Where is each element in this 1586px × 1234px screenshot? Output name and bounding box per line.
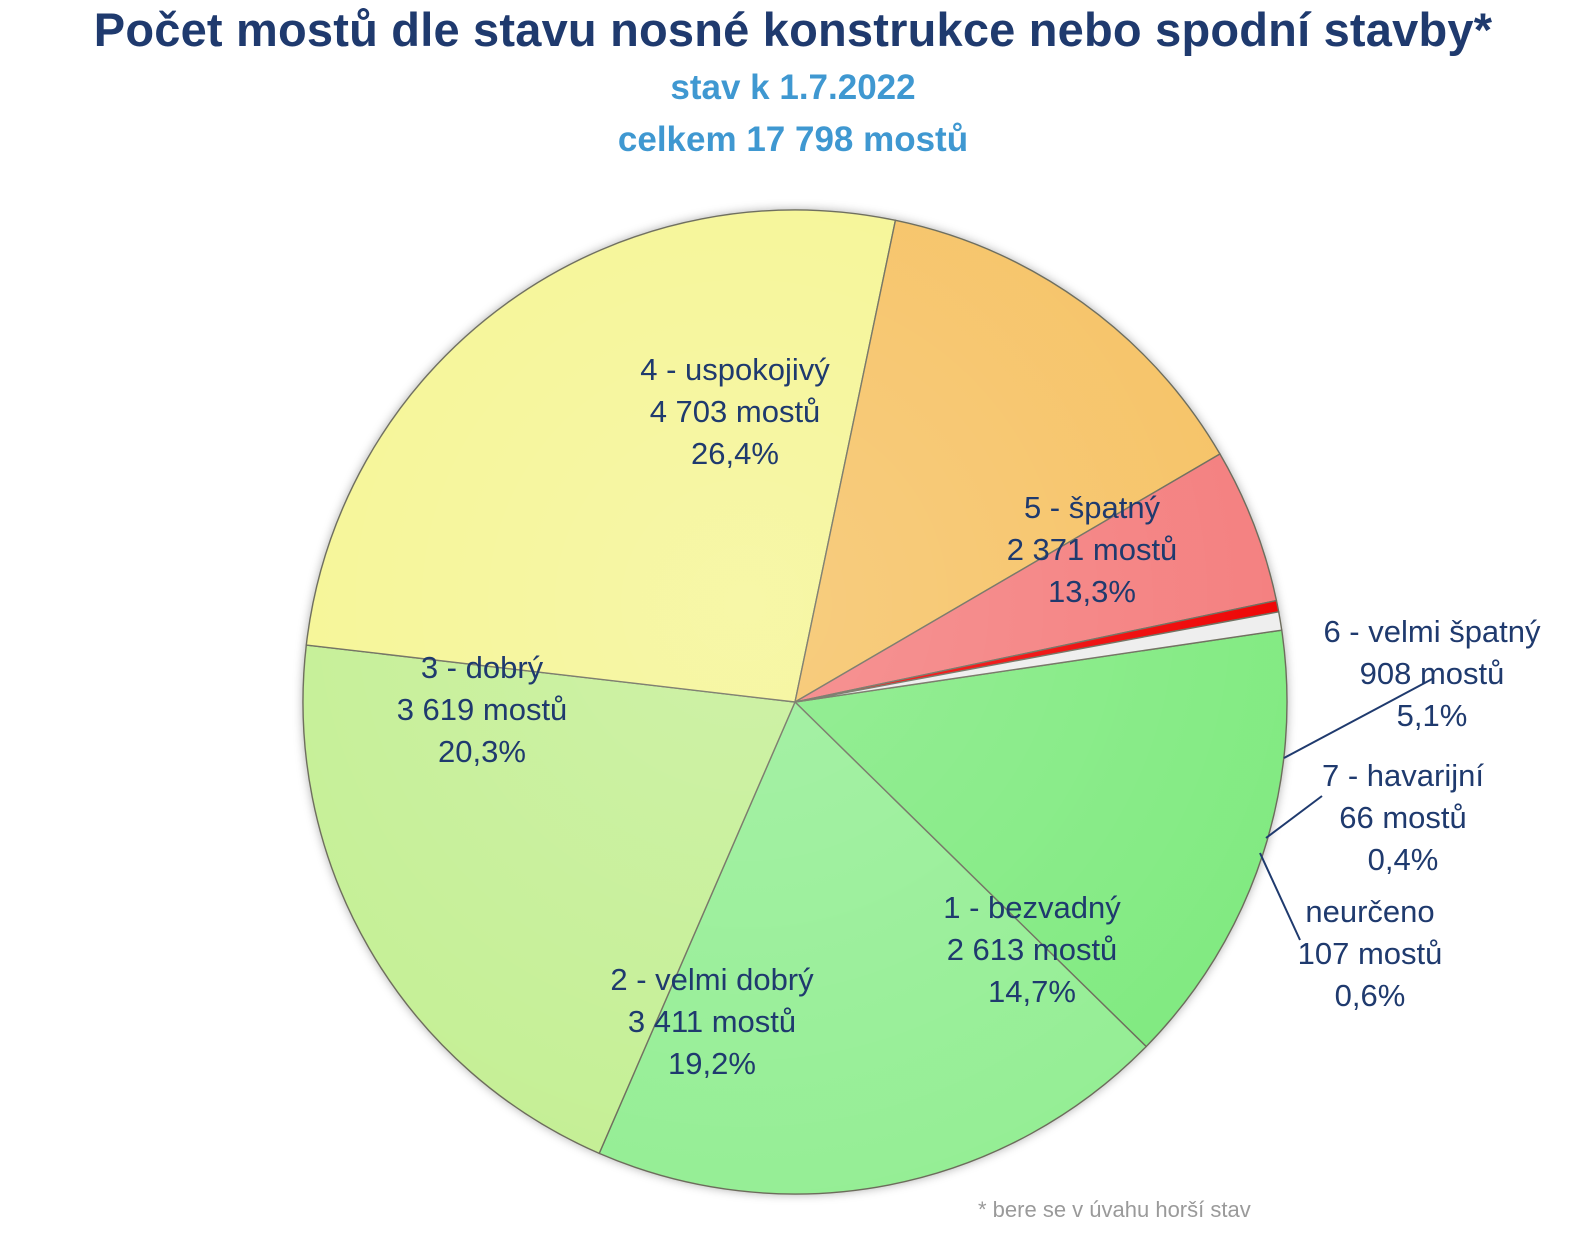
leader-lines [1259,677,1435,941]
label-percent: 0,4% [1368,842,1439,877]
label-name: 1 - bezvadný [943,890,1121,925]
label-count: 2 613 mostů [947,932,1118,967]
label-count: 3 619 mostů [397,692,568,727]
label-name: 2 - velmi dobrý [610,962,814,997]
label-count: 107 mostů [1298,936,1443,971]
label-percent: 5,1% [1397,698,1468,733]
label-percent: 26,4% [691,436,779,471]
label-name: 6 - velmi špatný [1323,614,1541,649]
slice-label-1-bezvadny: 1 - bezvadný 2 613 mostů 14,7% [943,890,1121,1009]
label-percent: 19,2% [668,1046,756,1081]
label-name: 7 - havarijní [1322,758,1484,793]
footnote: * bere se v úvahu horší stav [978,1197,1251,1222]
chart-title: Počet mostů dle stavu nosné konstrukce n… [93,3,1493,56]
chart-subtitle-date: stav k 1.7.2022 [670,68,916,107]
slice-label-neurceno: neurčeno 107 mostů 0,6% [1298,894,1443,1013]
slice-label-3-dobry: 3 - dobrý 3 619 mostů 20,3% [397,650,568,769]
label-count: 66 mostů [1339,800,1467,835]
label-name: 3 - dobrý [421,650,544,685]
slice-label-6-velmi-spatny: 6 - velmi špatný 908 mostů 5,1% [1323,614,1541,733]
label-name: 5 - špatný [1024,490,1161,525]
label-percent: 20,3% [438,734,526,769]
leader-line-7-havarijni [1265,795,1323,839]
label-count: 4 703 mostů [650,394,821,429]
slice-label-4-uspokojivy: 4 - uspokojivý 4 703 mostů 26,4% [640,352,830,471]
label-percent: 14,7% [988,974,1076,1009]
label-percent: 13,3% [1048,574,1136,609]
label-count: 3 411 mostů [628,1004,796,1039]
label-name: neurčeno [1305,894,1434,929]
label-percent: 0,6% [1335,978,1406,1013]
slice-label-7-havarijni: 7 - havarijní 66 mostů 0,4% [1322,758,1484,877]
slice-labels: 1 - bezvadný 2 613 mostů 14,7% 2 - velmi do… [397,352,1541,1081]
slice-label-5-spatny: 5 - špatný 2 371 mostů 13,3% [1007,490,1178,609]
label-name: 4 - uspokojivý [640,352,830,387]
leader-line-neurceno [1259,852,1301,941]
pie-slice-4-uspokojivy [305,209,897,703]
label-count: 2 371 mostů [1007,532,1178,567]
leader-line-6-velmi-spatny [1283,677,1435,759]
label-count: 908 mostů [1360,656,1505,691]
chart-subtitle-total: celkem 17 798 mostů [617,120,969,159]
slice-label-2-velmi-dobry: 2 - velmi dobrý 3 411 mostů 19,2% [610,962,814,1081]
